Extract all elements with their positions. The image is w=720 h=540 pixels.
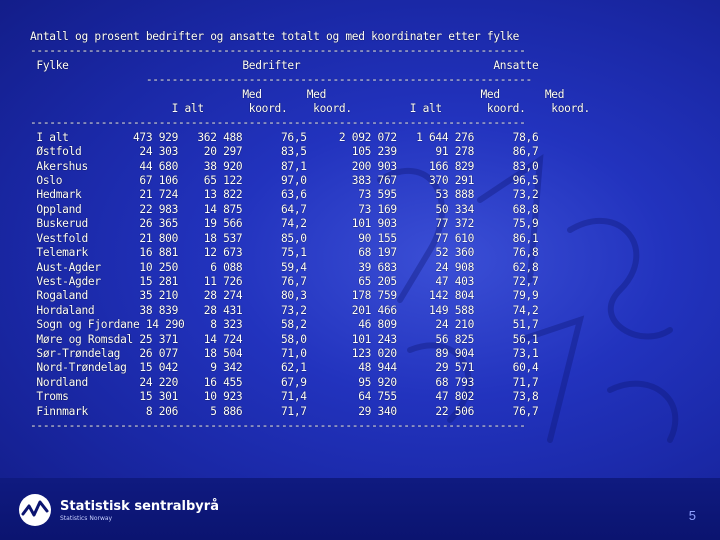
table-line: Hordaland 38 839 28 431 73,2 201 466 149… (30, 303, 539, 317)
table-line: Aust-Agder 10 250 6 088 59,4 39 683 24 9… (30, 260, 539, 274)
table-line: ----------------------------------------… (30, 418, 526, 432)
table-line: Fylke Bedrifter Ansatte (30, 58, 539, 72)
org-name: Statistisk sentralbyrå (60, 499, 219, 514)
ssb-logo-icon (19, 494, 51, 526)
decorative-numbers-graphic (377, 154, 679, 443)
table-line: Hedmark 21 724 13 822 63,6 73 595 53 888… (30, 188, 539, 202)
footer-bar (0, 478, 720, 540)
statistics-table: Antall og prosent bedrifter og ansatte t… (30, 30, 590, 433)
table-line: Med Med Med Med (30, 87, 565, 101)
table-line: Antall og prosent bedrifter og ansatte t… (30, 30, 520, 43)
table-line: Nord-Trøndelag 15 042 9 342 62,1 48 944 … (30, 361, 539, 375)
page-number: 5 (688, 508, 696, 523)
table-line: Vestfold 21 800 18 537 85,0 90 155 77 61… (30, 231, 539, 245)
table-line: ----------------------------------------… (30, 73, 532, 87)
table-line: Buskerud 26 365 19 566 74,2 101 903 77 3… (30, 217, 539, 231)
org-subtitle: Statistics Norway (60, 515, 113, 522)
table-line: Finnmark 8 206 5 886 71,7 29 340 22 506 … (30, 404, 539, 418)
table-line: Møre og Romsdal 25 371 14 724 58,0 101 2… (30, 332, 539, 346)
table-line: Troms 15 301 10 923 71,4 64 755 47 802 7… (30, 390, 539, 404)
table-line: Østfold 24 303 20 297 83,5 105 239 91 27… (30, 145, 539, 159)
table-line: Vest-Agder 15 281 11 726 76,7 65 205 47 … (30, 274, 539, 288)
table-line: I alt 473 929 362 488 76,5 2 092 072 1 6… (30, 130, 539, 144)
table-line: Sør-Trøndelag 26 077 18 504 71,0 123 020… (30, 346, 539, 360)
table-line: ----------------------------------------… (30, 116, 526, 130)
table-line: ----------------------------------------… (30, 44, 526, 58)
table-line: I alt koord. koord. I alt koord. koord. (30, 102, 591, 116)
table-line: Rogaland 35 210 28 274 80,3 178 759 142 … (30, 289, 539, 303)
table-line: Oppland 22 983 14 875 64,7 73 169 50 334… (30, 202, 539, 216)
table-line: Telemark 16 881 12 673 75,1 68 197 52 36… (30, 246, 539, 260)
table-line: Sogn og Fjordane 14 290 8 323 58,2 46 80… (30, 318, 539, 332)
table-line: Oslo 67 106 65 122 97,0 383 767 370 291 … (30, 174, 539, 188)
table-line: Akershus 44 680 38 920 87,1 200 903 166 … (30, 159, 539, 173)
table-line: Nordland 24 220 16 455 67,9 95 920 68 79… (30, 375, 539, 389)
